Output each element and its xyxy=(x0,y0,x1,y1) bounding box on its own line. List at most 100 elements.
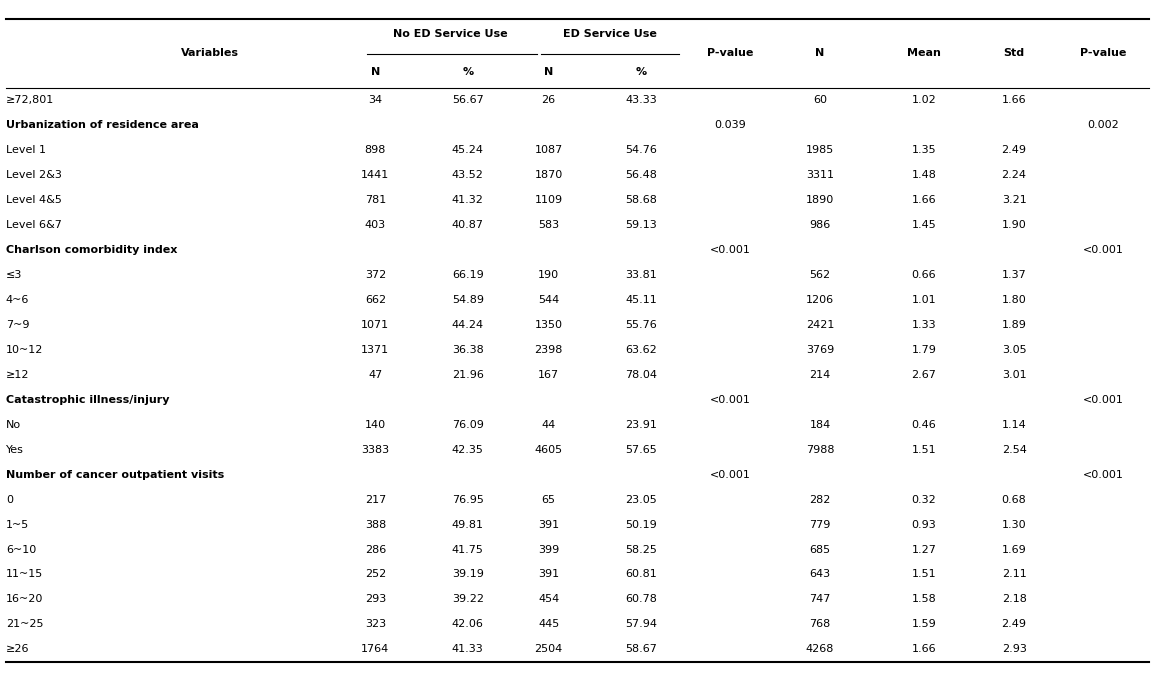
Text: 57.94: 57.94 xyxy=(625,619,657,630)
Text: N: N xyxy=(815,49,825,58)
Text: 7988: 7988 xyxy=(806,445,834,455)
Text: 388: 388 xyxy=(365,520,386,530)
Text: N: N xyxy=(371,67,380,77)
Text: <0.001: <0.001 xyxy=(1082,470,1124,480)
Text: 60.81: 60.81 xyxy=(625,570,657,580)
Text: 1.33: 1.33 xyxy=(911,319,937,330)
Text: 10~12: 10~12 xyxy=(6,345,43,355)
Text: 583: 583 xyxy=(538,220,559,230)
Text: 60.78: 60.78 xyxy=(625,594,657,605)
Text: 986: 986 xyxy=(810,220,830,230)
Text: 286: 286 xyxy=(365,545,386,555)
Text: 781: 781 xyxy=(365,195,386,205)
Text: 2.18: 2.18 xyxy=(1001,594,1027,605)
Text: %: % xyxy=(462,67,474,77)
Text: 3.21: 3.21 xyxy=(1001,195,1027,205)
Text: 58.68: 58.68 xyxy=(625,195,657,205)
Text: 50.19: 50.19 xyxy=(625,520,657,530)
Text: 391: 391 xyxy=(538,520,559,530)
Text: 57.65: 57.65 xyxy=(625,445,657,455)
Text: 41.33: 41.33 xyxy=(452,644,484,654)
Text: 2.24: 2.24 xyxy=(1001,170,1027,180)
Text: 40.87: 40.87 xyxy=(452,220,484,230)
Text: 747: 747 xyxy=(810,594,830,605)
Text: 58.25: 58.25 xyxy=(625,545,657,555)
Text: Charlson comorbidity index: Charlson comorbidity index xyxy=(6,245,177,255)
Text: 1206: 1206 xyxy=(806,295,834,305)
Text: ≤3: ≤3 xyxy=(6,270,22,280)
Text: 2421: 2421 xyxy=(806,319,834,330)
Text: 47: 47 xyxy=(368,370,382,379)
Text: 63.62: 63.62 xyxy=(625,345,657,355)
Text: No ED Service Use: No ED Service Use xyxy=(393,29,508,38)
Text: 1.89: 1.89 xyxy=(1001,319,1027,330)
Text: 41.75: 41.75 xyxy=(452,545,484,555)
Text: 779: 779 xyxy=(810,520,830,530)
Text: 2398: 2398 xyxy=(535,345,562,355)
Text: 1087: 1087 xyxy=(535,145,562,155)
Text: 39.19: 39.19 xyxy=(452,570,484,580)
Text: 562: 562 xyxy=(810,270,830,280)
Text: 1985: 1985 xyxy=(806,145,834,155)
Text: Urbanization of residence area: Urbanization of residence area xyxy=(6,120,199,130)
Text: 66.19: 66.19 xyxy=(452,270,484,280)
Text: Level 6&7: Level 6&7 xyxy=(6,220,61,230)
Text: 78.04: 78.04 xyxy=(625,370,657,379)
Text: 42.35: 42.35 xyxy=(452,445,484,455)
Text: 16~20: 16~20 xyxy=(6,594,43,605)
Text: 1.90: 1.90 xyxy=(1001,220,1027,230)
Text: No: No xyxy=(6,420,21,430)
Text: 45.11: 45.11 xyxy=(625,295,657,305)
Text: 1.37: 1.37 xyxy=(1001,270,1027,280)
Text: P-value: P-value xyxy=(1080,49,1126,58)
Text: <0.001: <0.001 xyxy=(1082,395,1124,404)
Text: Variables: Variables xyxy=(180,49,239,58)
Text: Level 1: Level 1 xyxy=(6,145,46,155)
Text: 39.22: 39.22 xyxy=(452,594,484,605)
Text: Catastrophic illness/injury: Catastrophic illness/injury xyxy=(6,395,170,404)
Text: 1109: 1109 xyxy=(535,195,562,205)
Text: 445: 445 xyxy=(538,619,559,630)
Text: 33.81: 33.81 xyxy=(625,270,657,280)
Text: 76.09: 76.09 xyxy=(452,420,484,430)
Text: 1.69: 1.69 xyxy=(1001,545,1027,555)
Text: 3383: 3383 xyxy=(362,445,389,455)
Text: 1.66: 1.66 xyxy=(1001,95,1027,105)
Text: 36.38: 36.38 xyxy=(452,345,484,355)
Text: 1~5: 1~5 xyxy=(6,520,29,530)
Text: N: N xyxy=(544,67,553,77)
Text: 282: 282 xyxy=(810,495,830,505)
Text: 662: 662 xyxy=(365,295,386,305)
Text: 23.91: 23.91 xyxy=(625,420,657,430)
Text: 59.13: 59.13 xyxy=(625,220,657,230)
Text: 0.002: 0.002 xyxy=(1087,120,1119,130)
Text: 42.06: 42.06 xyxy=(452,619,484,630)
Text: Level 4&5: Level 4&5 xyxy=(6,195,61,205)
Text: 49.81: 49.81 xyxy=(452,520,484,530)
Text: 58.67: 58.67 xyxy=(625,644,657,654)
Text: 293: 293 xyxy=(365,594,386,605)
Text: 643: 643 xyxy=(810,570,830,580)
Text: 2504: 2504 xyxy=(535,644,562,654)
Text: 4268: 4268 xyxy=(806,644,834,654)
Text: 140: 140 xyxy=(365,420,386,430)
Text: 1.45: 1.45 xyxy=(911,220,937,230)
Text: 0.32: 0.32 xyxy=(911,495,937,505)
Text: 54.89: 54.89 xyxy=(452,295,484,305)
Text: 1.51: 1.51 xyxy=(911,445,937,455)
Text: ED Service Use: ED Service Use xyxy=(562,29,657,38)
Text: 2.54: 2.54 xyxy=(1001,445,1027,455)
Text: 2.67: 2.67 xyxy=(911,370,937,379)
Text: 252: 252 xyxy=(365,570,386,580)
Text: P-value: P-value xyxy=(707,49,753,58)
Text: Std: Std xyxy=(1004,49,1024,58)
Text: 45.24: 45.24 xyxy=(452,145,484,155)
Text: 41.32: 41.32 xyxy=(452,195,484,205)
Text: 1.59: 1.59 xyxy=(911,619,937,630)
Text: 1.58: 1.58 xyxy=(911,594,937,605)
Text: 7~9: 7~9 xyxy=(6,319,29,330)
Text: 0.039: 0.039 xyxy=(714,120,746,130)
Text: 26: 26 xyxy=(542,95,556,105)
Text: Yes: Yes xyxy=(6,445,23,455)
Text: 372: 372 xyxy=(365,270,386,280)
